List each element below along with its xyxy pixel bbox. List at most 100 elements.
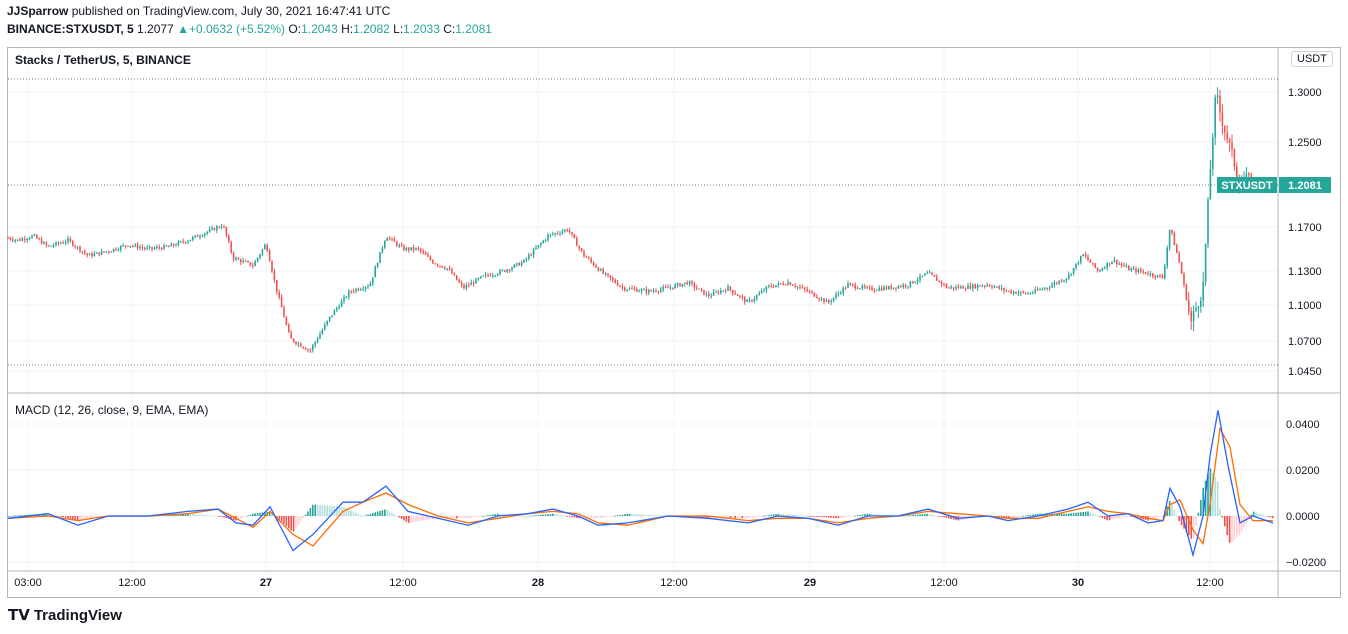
candle-body [832,297,835,302]
candle-body [698,288,700,290]
candle-body [873,290,876,292]
macd-histogram-bar [499,513,501,516]
macd-histogram-bar [552,513,554,516]
macd-histogram-bar [1003,516,1005,518]
macd-histogram-bar [225,516,228,519]
candle-body [307,349,309,351]
macd-histogram-bar [537,515,540,516]
candle-body [292,338,295,342]
macd-histogram-bar [1063,513,1065,516]
macd-histogram-bar [636,514,638,516]
candle-body [763,290,765,292]
candle-body [1029,293,1032,295]
candle-body [148,246,151,248]
candle-body [736,294,739,296]
candle-body [604,273,607,275]
candle-body [516,263,518,265]
currency-button[interactable]: USDT [1291,51,1333,67]
pane-title: Stacks / TetherUS, 5, BINANCE [15,53,191,67]
candle-body [79,246,81,252]
candle-body [127,245,129,247]
macd-histogram-bar [388,511,391,516]
candle-body [532,249,535,256]
candle-body [376,263,379,268]
macd-histogram-bar [429,516,432,520]
candle-body [1015,291,1017,294]
macd-histogram-bar [844,516,847,518]
candle-body [931,272,933,275]
macd-histogram-bar [604,516,607,518]
candle-body [216,226,218,231]
candle-body [1197,306,1200,309]
candle-body [81,251,84,253]
candle-body [996,286,998,288]
candle-body [225,226,228,236]
macd-histogram-bar [1161,516,1164,517]
macd-histogram-bar [24,515,26,516]
candle-body [650,289,652,292]
candle-body [196,235,199,238]
macd-histogram-bar [525,515,528,517]
macd-histogram-bar [1128,516,1130,517]
candle-body [100,251,103,255]
macd-histogram-bar [842,516,844,518]
macd-histogram-bar [302,516,304,519]
candle-body [98,252,100,255]
candle-body [1166,247,1168,267]
candle-body [360,289,362,291]
macd-histogram-bar [1034,514,1036,516]
candle-body [192,237,194,240]
macd-histogram-bar [391,512,393,516]
candle-body [436,264,439,266]
macd-histogram-bar [813,516,816,517]
candle-body [652,290,655,292]
macd-histogram-bar [559,514,561,516]
tradingview-logo[interactable]: 𝗧𝗩 TradingView [8,606,122,625]
candle-body [319,333,321,339]
candle-body [57,242,60,244]
candle-body [576,238,578,246]
macd-histogram-bar [540,514,542,516]
candle-body [849,283,852,285]
macd-histogram-bar [1224,516,1226,527]
candle-body [350,291,352,293]
candle-body [1228,139,1231,143]
macd-histogram-bar [734,516,736,519]
macd-histogram-bar [780,513,782,516]
candle-body [844,287,847,289]
candle-body [628,288,631,290]
high-value: 1.2082 [353,22,390,36]
candle-body [705,293,708,295]
macd-histogram-bar [340,506,343,516]
candle-body [230,242,232,253]
macd-histogram-bar [232,516,235,520]
open-value: 1.2043 [301,22,338,36]
open-label: O: [288,22,302,36]
macd-histogram-bar [631,513,633,516]
author-name[interactable]: JJSparrow [7,4,69,18]
macd-histogram-bar [1192,516,1195,539]
macd-histogram-bar [360,514,362,516]
candle-body [456,275,458,281]
candle-body [1053,282,1056,286]
candle-body [648,289,650,293]
candle-body [768,285,770,287]
macd-histogram-bar [220,516,223,517]
candle-body [758,293,760,296]
macd-histogram-bar [57,516,60,517]
macd-histogram-bar [748,516,751,519]
macd-histogram-bar [350,510,352,516]
macd-histogram-bar [271,513,273,516]
macd-histogram-bar [482,515,484,517]
macd-histogram-bar [458,516,460,519]
macd-histogram-bar [1017,516,1020,517]
candle-body [820,298,823,300]
candle-body [924,273,926,276]
macd-histogram-bar [187,513,189,516]
change-value: +0.0632 (+5.52%) [188,22,286,36]
macd-histogram-bar [1118,516,1120,519]
macd-histogram-bar [1272,516,1274,519]
macd-histogram-bar [84,516,86,520]
candle-body [290,332,292,339]
